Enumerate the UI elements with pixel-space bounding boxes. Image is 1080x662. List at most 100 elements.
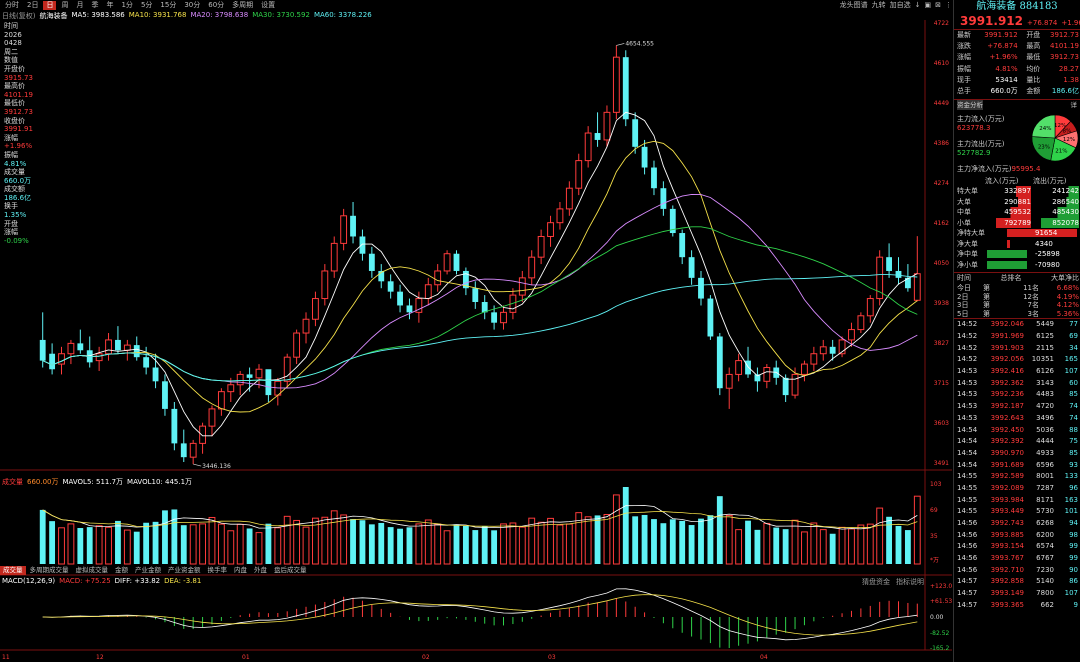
volume-bar: [698, 518, 704, 564]
fund-out-value: 852078: [1033, 217, 1079, 229]
tick-row: 14:53 3992.236 4483 85: [954, 389, 1080, 401]
candle: [500, 305, 507, 330]
index-name: 航海装备: [39, 12, 68, 20]
candle: [434, 264, 442, 292]
candle: [612, 45, 620, 120]
topbar-tool-4[interactable]: ▣: [924, 1, 932, 9]
volume-tab-6[interactable]: 换手率: [207, 566, 228, 574]
price-line: 3991.912 +76.874 +1.96%: [954, 13, 1080, 29]
quote-value: 3912.73: [1050, 53, 1079, 62]
candle: [688, 250, 695, 285]
rank-cell: 今日: [957, 284, 971, 293]
topbar-tool-1[interactable]: 九转: [871, 1, 886, 9]
volume-bar: [265, 523, 272, 564]
candle: [312, 291, 319, 327]
ma60-value: MA60: 3378.226: [313, 11, 372, 19]
period-tab-4[interactable]: 月: [76, 0, 84, 9]
volume-tab-9[interactable]: 盘后成交量: [274, 566, 307, 574]
rank-cell: 3日: [957, 301, 969, 310]
candle: [866, 295, 874, 323]
fund-table-head: 流入(万元) 流出(万元): [954, 176, 1080, 186]
low-price-marker: 3446.136: [202, 463, 231, 470]
tick-time: 14:57: [957, 589, 978, 598]
volume-bar: [745, 520, 751, 564]
macd-value: MACD: +75.25: [59, 577, 111, 585]
ma10-value: MA10: 3931.768: [128, 11, 187, 19]
period-tab-6[interactable]: 年: [106, 0, 114, 9]
volume-tab-3[interactable]: 金额: [115, 566, 128, 574]
quote-row: 振幅 4.81% 均价 28.27: [954, 64, 1080, 75]
volume-tab-8[interactable]: 外盘: [254, 566, 267, 574]
volume-tab-4[interactable]: 产业金额: [135, 566, 161, 574]
period-tab-11[interactable]: 60分: [208, 0, 225, 9]
candle: [397, 284, 403, 313]
volume-bar: [594, 515, 601, 564]
quote-label: 开盘: [1026, 31, 1041, 39]
tick-row: 14:57 3993.365 662 9: [954, 600, 1080, 612]
period-tab-0[interactable]: 分时: [5, 0, 19, 9]
period-tab-9[interactable]: 15分: [160, 0, 177, 9]
stock-title: 航海装备 884183: [954, 0, 1080, 13]
tick-row: 14:57 3992.858 5140 86: [954, 576, 1080, 588]
fund-in-value: 332897: [985, 186, 1031, 197]
tick-time: 14:52: [957, 343, 978, 352]
fund-table-row: 特大单 332897 241242: [954, 186, 1080, 197]
rank-cell: 7名: [1027, 301, 1039, 310]
candle: [913, 236, 921, 302]
indicator-help-button[interactable]: 指标说明: [896, 578, 924, 586]
fund-out-value: 485430: [1033, 207, 1079, 218]
period-tab-10[interactable]: 30分: [184, 0, 201, 9]
topbar-tool-3[interactable]: ↓: [914, 1, 921, 9]
net-bar-value: 91654: [1035, 229, 1058, 238]
volume-bar: [397, 528, 403, 564]
volume-tab-5[interactable]: 产业资金额: [168, 566, 201, 574]
tick-time: 14:56: [957, 554, 978, 563]
volume-bar: [866, 523, 874, 565]
info-value-7: 3991.91: [4, 125, 33, 134]
period-tab-13[interactable]: 设置: [261, 0, 276, 9]
tick-volume: 6767: [1036, 554, 1054, 563]
fund-analysis-tab[interactable]: 资金分析: [957, 100, 983, 111]
period-tab-8[interactable]: 5分: [140, 0, 153, 9]
tick-row: 14:56 3993.154 6574 99: [954, 541, 1080, 553]
tick-count: 133: [1064, 472, 1078, 481]
topbar-tool-5[interactable]: ⊠: [935, 1, 941, 9]
volume-bar: [39, 509, 46, 564]
candle: [669, 205, 676, 237]
topbar-tool-6[interactable]: ⋮: [945, 1, 952, 9]
volume-tab-2[interactable]: 虚拟成交量: [75, 566, 109, 574]
volume-bar: [641, 514, 648, 564]
candle: [537, 229, 545, 265]
fund-guess-button[interactable]: 猜盘资金: [862, 578, 890, 586]
volume-tab-1[interactable]: 多周期成交量: [29, 566, 69, 574]
volume-tab-7[interactable]: 内盘: [234, 566, 247, 574]
period-tab-2[interactable]: 日: [43, 0, 57, 10]
period-tab-12[interactable]: 多周期: [232, 0, 254, 9]
kline-chart[interactable]: 4722 4610 4449 4386 4274 4162 4050 3938 3827 3715…: [0, 0, 952, 662]
tick-time: 14:56: [957, 519, 978, 527]
candle: [133, 336, 140, 361]
period-tab-3[interactable]: 周: [61, 0, 69, 9]
x-axis-label: 11: [2, 654, 10, 661]
fund-more-button[interactable]: 详: [1070, 101, 1078, 110]
period-tab-5[interactable]: 季: [91, 0, 99, 9]
topbar-tool-0[interactable]: 龙头图谱: [839, 1, 868, 9]
tick-count: 107: [1064, 367, 1078, 376]
price-axis-label: 4722: [934, 20, 949, 27]
fund-out-value: 241242: [1033, 186, 1079, 197]
rank-head-cell: 总排名: [1000, 274, 1022, 283]
tick-count: 107: [1064, 589, 1078, 598]
candle: [350, 202, 356, 244]
x-axis-label: 04: [760, 654, 768, 661]
fund-row-name: 中单: [957, 208, 971, 217]
volume-bar: [86, 527, 93, 564]
volume-bar: [829, 533, 836, 564]
volume-tab-0[interactable]: 成交量: [0, 566, 26, 575]
topbar-tool-2[interactable]: 加自选: [889, 1, 911, 9]
rank-row: 5日 第 3名 5.36%: [954, 310, 1080, 319]
candle: [359, 229, 366, 261]
candle: [340, 208, 348, 251]
period-tab-7[interactable]: 1分: [121, 0, 133, 9]
period-tab-1[interactable]: 2日: [27, 0, 39, 9]
price-change: +76.874: [1027, 19, 1058, 27]
